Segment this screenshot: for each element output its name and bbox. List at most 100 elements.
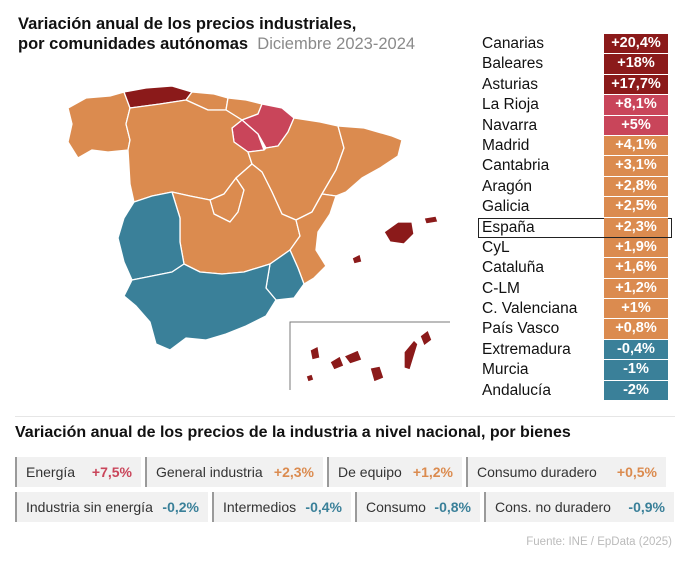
ranking-table: Canarias +20,4% Baleares +18% Asturias +17,7%…: [478, 34, 672, 401]
goods-card: Energía +7,5%: [15, 457, 141, 487]
goods-value: +7,5%: [91, 464, 132, 480]
title-main: por comunidades autónomas: [18, 35, 249, 53]
ranking-value-bar: +1,6%: [604, 258, 668, 278]
ranking-row: Madrid +4,1%: [478, 135, 672, 156]
ranking-row: Andalucía -2%: [478, 380, 672, 401]
ranking-region-label: CyL: [482, 238, 510, 256]
goods-card: Consumo -0,8%: [355, 492, 480, 522]
ranking-value-bar: +17,7%: [604, 74, 668, 95]
ranking-row: España +2,3%: [478, 217, 672, 238]
goods-value: +0,5%: [616, 464, 657, 480]
ranking-row: C. Valenciana +1%: [478, 299, 672, 319]
region-baleares-menorca: [423, 215, 439, 225]
ranking-region-label: C-LM: [482, 279, 520, 297]
ranking-row: La Rioja +8,1%: [478, 95, 672, 115]
region-canarias-3: [343, 349, 363, 365]
ranking-region-label: Cataluña: [482, 259, 545, 277]
goods-value: -0,8%: [434, 499, 471, 515]
title-line-2: por comunidades autónomas Diciembre 2023…: [18, 34, 415, 54]
goods-card: Industria sin energía -0,2%: [15, 492, 208, 522]
ranking-region-label: España: [482, 218, 535, 236]
ranking-row: Canarias +20,4%: [478, 34, 672, 54]
goods-label: Intermedios: [223, 499, 297, 515]
goods-value: +1,2%: [412, 464, 453, 480]
ranking-region-label: Cantabria: [482, 157, 550, 175]
ranking-value-bar: +2,3%: [604, 217, 668, 237]
ranking-value-bar: +0,8%: [604, 319, 668, 339]
ranking-value-bar: +4,1%: [604, 135, 668, 156]
ranking-region-label: Andalucía: [482, 381, 551, 399]
ranking-region-label: Canarias: [482, 35, 545, 52]
goods-label: General industria: [156, 464, 263, 480]
goods-section-title: Variación anual de los precios de la ind…: [15, 424, 571, 441]
ranking-row: Extremadura -0,4%: [478, 339, 672, 360]
region-andalucia: [123, 263, 277, 351]
ranking-value-bar: +1%: [604, 299, 668, 319]
section-divider: [15, 416, 675, 417]
ranking-value-bar: -2%: [604, 380, 668, 401]
ranking-row: CyL +1,9%: [478, 237, 672, 258]
region-galicia: [67, 91, 131, 159]
spain-map: [67, 85, 450, 390]
goods-label: Cons. no duradero: [495, 499, 611, 515]
ranking-region-label: Navarra: [482, 116, 538, 134]
ranking-row: C-LM +1,2%: [478, 278, 672, 299]
goods-label: Consumo: [366, 499, 426, 515]
goods-value: -0,4%: [305, 499, 342, 515]
chart-title: Variación anual de los precios industria…: [18, 14, 415, 54]
region-baleares-ibiza: [351, 253, 363, 265]
goods-label: Consumo duradero: [477, 464, 597, 480]
ranking-row: Murcia -1%: [478, 360, 672, 380]
ranking-value-bar: +3,1%: [604, 156, 668, 176]
ranking-value-bar: +2,8%: [604, 176, 668, 197]
goods-card: De equipo +1,2%: [327, 457, 462, 487]
ranking-value-bar: +5%: [604, 115, 668, 135]
goods-label: De equipo: [338, 464, 402, 480]
goods-value: -0,9%: [628, 499, 665, 515]
ranking-region-label: Extremadura: [482, 340, 571, 358]
ranking-row: Galicia +2,5%: [478, 197, 672, 217]
ranking-region-label: Madrid: [482, 136, 530, 154]
goods-label: Energía: [26, 464, 76, 480]
region-canarias-7: [305, 373, 315, 383]
region-canarias-4: [369, 365, 385, 383]
ranking-row: Aragón +2,8%: [478, 176, 672, 197]
ranking-row: Asturias +17,7%: [478, 74, 672, 95]
ranking-region-label: Baleares: [482, 55, 544, 73]
region-canarias-5: [403, 339, 419, 371]
ranking-value-bar: -0,4%: [604, 339, 668, 360]
ranking-region-label: Galicia: [482, 198, 530, 216]
ranking-value-bar: +2,5%: [604, 197, 668, 217]
region-baleares: [383, 221, 415, 245]
source-note: Fuente: INE / EpData (2025): [526, 536, 672, 548]
goods-card: Intermedios -0,4%: [212, 492, 351, 522]
ranking-value-bar: +18%: [604, 54, 668, 74]
canarias-inset-frame: [289, 321, 450, 390]
ranking-region-label: Asturias: [482, 75, 538, 93]
title-line-1: Variación anual de los precios industria…: [18, 15, 357, 33]
ranking-value-bar: +8,1%: [604, 95, 668, 115]
region-canarias-1: [309, 345, 321, 361]
ranking-row: Baleares +18%: [478, 54, 672, 74]
ranking-row: Cataluña +1,6%: [478, 258, 672, 278]
ranking-value-bar: -1%: [604, 360, 668, 380]
ranking-row: Cantabria +3,1%: [478, 156, 672, 176]
goods-value: -0,2%: [162, 499, 199, 515]
ranking-value-bar: +20,4%: [604, 34, 668, 54]
region-extremadura: [117, 191, 185, 281]
ranking-region-label: C. Valenciana: [482, 300, 578, 318]
region-cataluna: [321, 125, 403, 197]
map-regions: [67, 85, 439, 383]
ranking-region-label: País Vasco: [482, 320, 560, 338]
goods-label: Industria sin energía: [26, 499, 153, 515]
ranking-region-label: Murcia: [482, 361, 529, 379]
region-canarias-6: [419, 329, 433, 347]
ranking-region-label: La Rioja: [482, 96, 539, 114]
ranking-value-bar: +1,9%: [604, 237, 668, 258]
goods-card: Cons. no duradero -0,9%: [484, 492, 674, 522]
ranking-row: Navarra +5%: [478, 115, 672, 136]
goods-card: General industria +2,3%: [145, 457, 323, 487]
ranking-row: País Vasco +0,8%: [478, 319, 672, 339]
ranking-region-label: Aragón: [482, 177, 532, 195]
region-canarias-2: [329, 355, 345, 371]
